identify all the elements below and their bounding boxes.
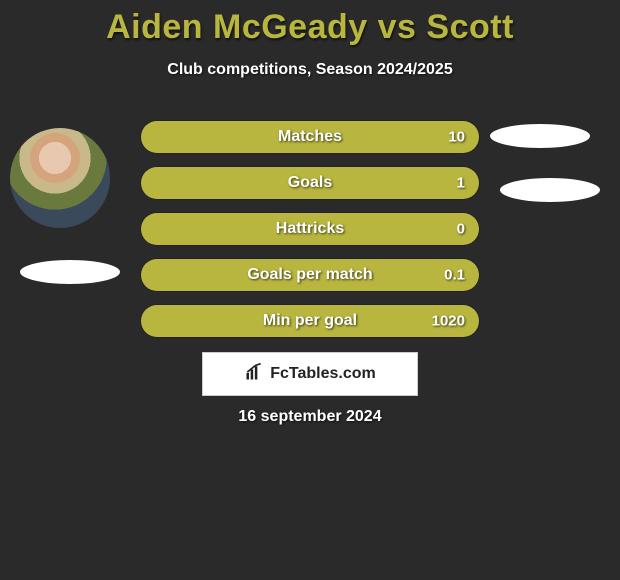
stat-bar: Goals 1 <box>140 166 480 200</box>
stat-bar: Matches 10 <box>140 120 480 154</box>
stats-bars: Matches 10 Goals 1 Hattricks 0 Goals per… <box>140 120 480 350</box>
decor-oval-right-1 <box>490 124 590 148</box>
brand-box[interactable]: FcTables.com <box>202 352 418 396</box>
player-avatar-left <box>10 128 110 228</box>
stat-bar-value: 0 <box>457 221 465 238</box>
stat-bar: Hattricks 0 <box>140 212 480 246</box>
stat-bar-value: 1 <box>457 175 465 192</box>
page-subtitle: Club competitions, Season 2024/2025 <box>0 61 620 79</box>
stat-bar-label: Matches <box>278 128 342 146</box>
chart-icon <box>244 362 264 387</box>
stat-bar: Goals per match 0.1 <box>140 258 480 292</box>
brand-text: FcTables.com <box>270 365 376 383</box>
decor-oval-right-2 <box>500 178 600 202</box>
stat-bar-label: Goals <box>288 174 332 192</box>
stat-bar-label: Goals per match <box>247 266 372 284</box>
stat-bar-value: 1020 <box>432 313 465 330</box>
page-date: 16 september 2024 <box>238 408 381 426</box>
stat-bar-value: 0.1 <box>444 267 465 284</box>
stat-bar: Min per goal 1020 <box>140 304 480 338</box>
stat-bar-label: Min per goal <box>263 312 357 330</box>
page-title: Aiden McGeady vs Scott <box>0 0 620 47</box>
stat-bar-label: Hattricks <box>276 220 344 238</box>
stat-bar-value: 10 <box>448 129 465 146</box>
decor-oval-left <box>20 260 120 284</box>
